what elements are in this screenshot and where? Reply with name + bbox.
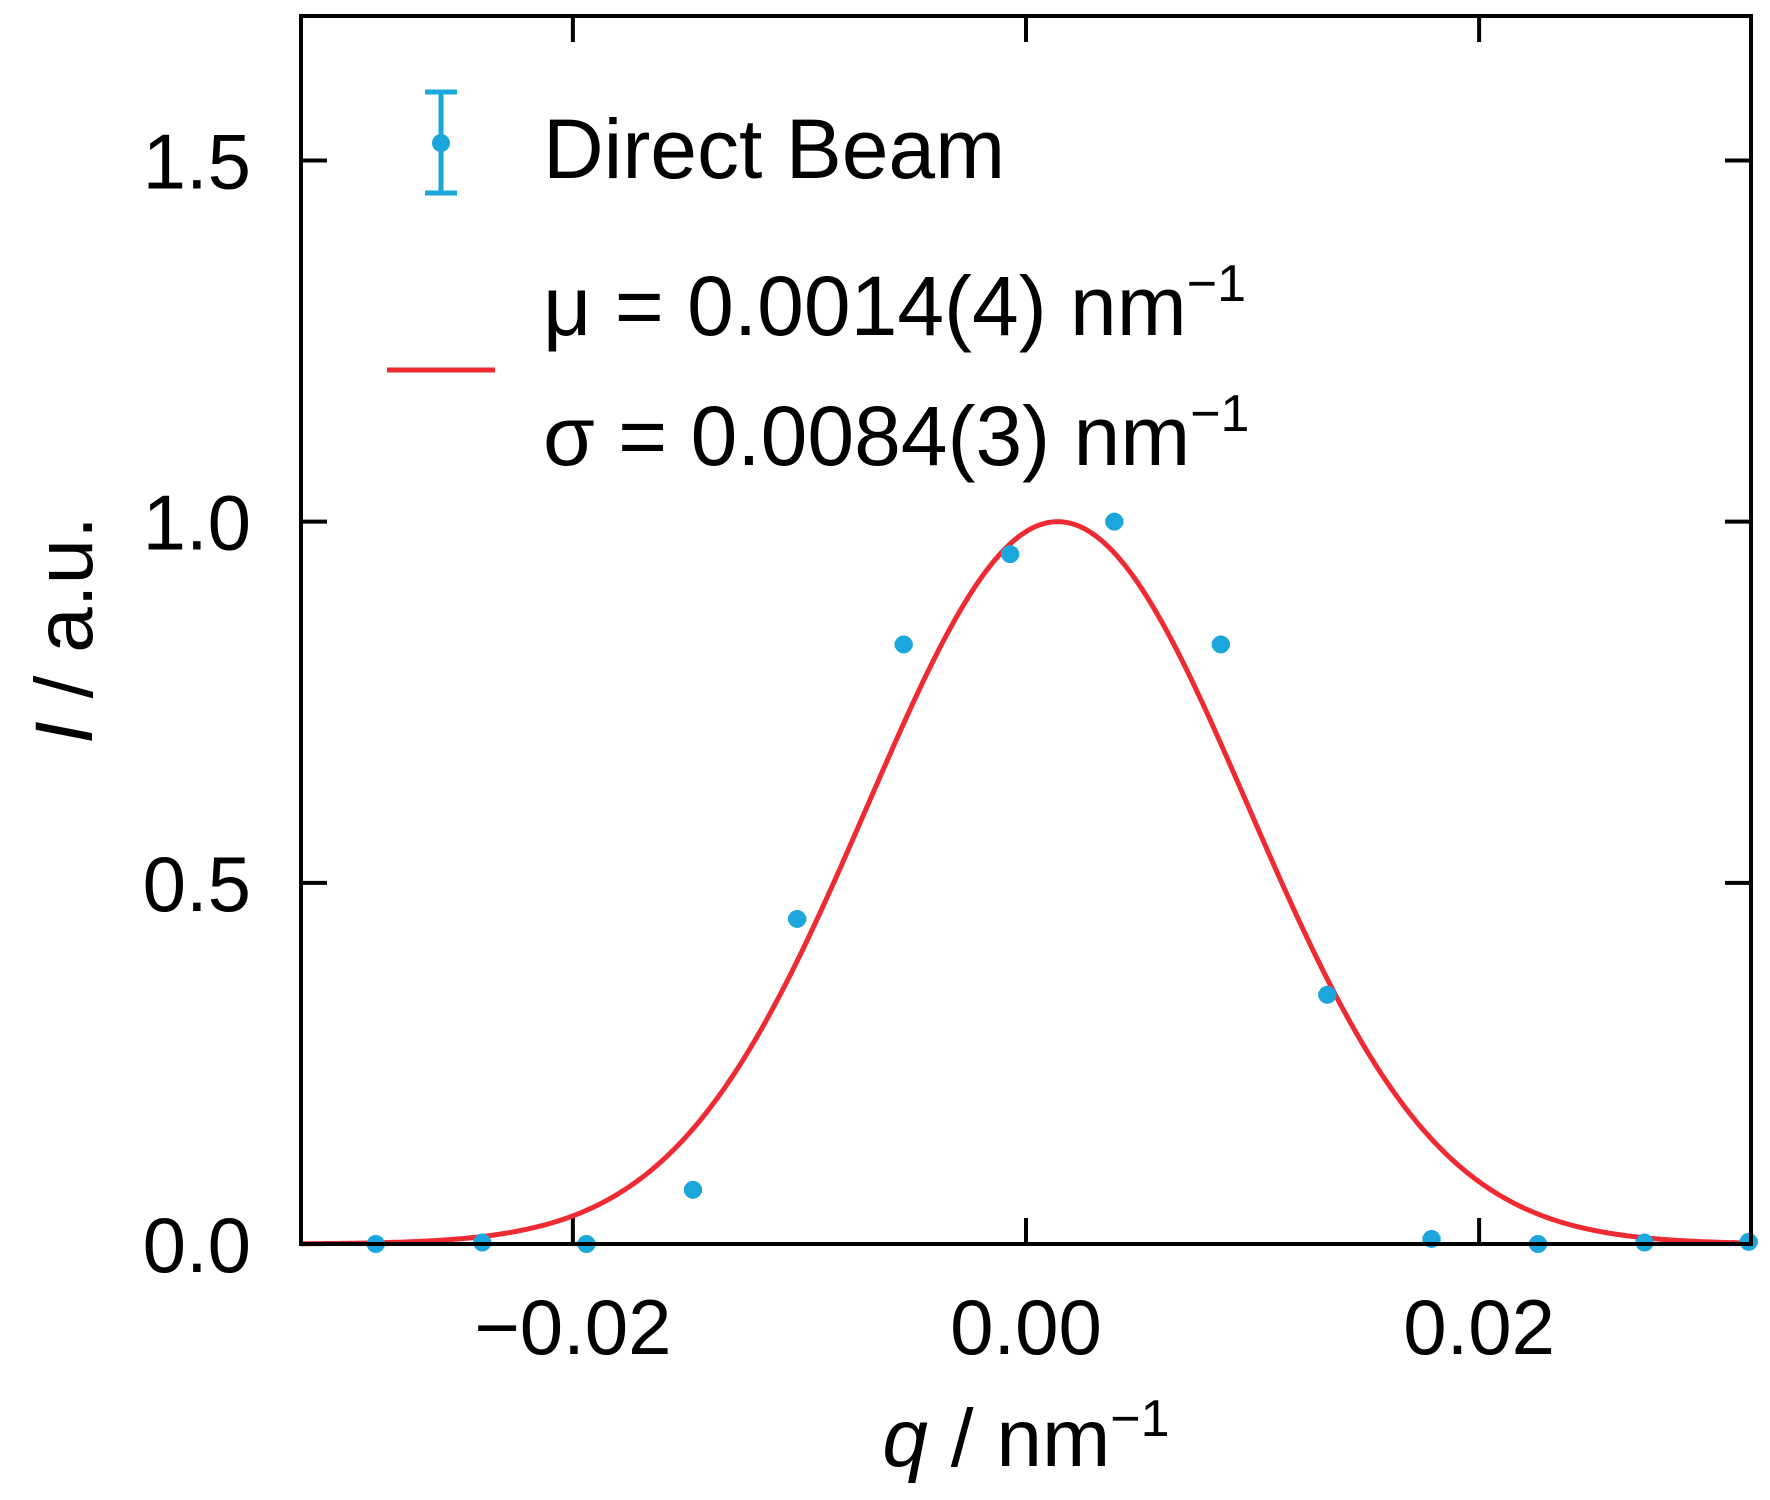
x-axis-unit-exponent: −1 bbox=[1110, 1390, 1169, 1448]
data-point bbox=[788, 909, 807, 928]
y-tick-label: 0.5 bbox=[143, 840, 251, 928]
y-tick-label: 0.0 bbox=[143, 1201, 251, 1289]
legend-point bbox=[432, 134, 450, 152]
x-axis-unit: / nm bbox=[928, 1393, 1110, 1484]
x-tick-label: 0.02 bbox=[1403, 1283, 1555, 1371]
x-tick-label: −0.02 bbox=[474, 1283, 671, 1371]
data-point bbox=[1211, 635, 1230, 654]
tick-labels: −0.02 0.00 0.02 0.0 0.5 1.0 1.5 bbox=[143, 117, 1555, 1371]
legend-fit-mu: μ = 0.0014(4) nm−1 bbox=[543, 255, 1246, 353]
data-point bbox=[1739, 1232, 1758, 1251]
data-point bbox=[894, 635, 913, 654]
data-point bbox=[1001, 545, 1020, 564]
legend-fit-sigma: σ = 0.0084(3) nm−1 bbox=[543, 385, 1249, 483]
y-tick-label: 1.5 bbox=[143, 117, 251, 205]
x-axis-variable: q bbox=[882, 1393, 928, 1484]
fit-curve bbox=[300, 519, 1752, 1247]
legend-fit-mu-text: μ = 0.0014(4) nm bbox=[543, 259, 1187, 353]
legend-fit-sigma-exponent: −1 bbox=[1190, 385, 1249, 443]
legend-marker-direct-beam bbox=[425, 89, 457, 196]
y-tick-label: 1.0 bbox=[143, 479, 251, 567]
data-point bbox=[683, 1180, 702, 1199]
y-axis-unit: / a.u. bbox=[19, 516, 110, 721]
legend-label-direct-beam: Direct Beam bbox=[543, 102, 1005, 196]
ticks bbox=[301, 16, 1751, 1246]
legend-fit-mu-exponent: −1 bbox=[1187, 255, 1246, 313]
y-axis-variable: I bbox=[19, 721, 110, 744]
x-tick-label: 0.00 bbox=[950, 1283, 1102, 1371]
data-point bbox=[1318, 985, 1337, 1004]
legend-fit-sigma-text: σ = 0.0084(3) nm bbox=[543, 389, 1190, 483]
data-point bbox=[1105, 512, 1124, 531]
legend: Direct Beam μ = 0.0014(4) nm−1 σ = 0.008… bbox=[387, 89, 1249, 483]
y-axis-title: I / a.u. bbox=[19, 516, 110, 744]
plot-frame bbox=[299, 14, 1753, 1246]
x-axis-title: q / nm−1 bbox=[882, 1390, 1169, 1484]
